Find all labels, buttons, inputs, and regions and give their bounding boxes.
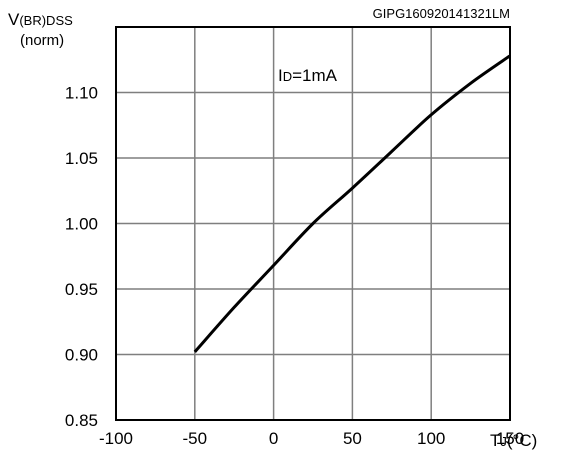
x-axis-label: TJ(°C): [490, 431, 537, 450]
x-tick-label: 0: [269, 429, 278, 448]
x-axis-label-sub: J: [500, 434, 507, 449]
y-axis-label-main: V: [8, 10, 20, 29]
y-tick-label: 0.95: [65, 280, 98, 299]
y-tick-label: 0.85: [65, 411, 98, 430]
y-tick-label: 0.90: [65, 346, 98, 365]
annotation-sub: D: [283, 69, 292, 84]
annotation-main: I: [278, 66, 283, 85]
y-axis-label-sub: (BR)DSS: [19, 13, 73, 28]
y-axis-ticks: 0.85 0.90 0.95 1.00 1.05 1.10: [65, 84, 98, 431]
annotation-rest: =1mA: [292, 66, 338, 85]
grid-lines: [116, 27, 510, 420]
x-tick-label: 150: [496, 429, 524, 448]
plot-area-frame: [115, 26, 511, 421]
source-code: GIPG160920141321LM: [373, 6, 510, 21]
annotation: ID=1mA: [278, 66, 338, 85]
x-tick-label: -100: [99, 429, 133, 448]
x-axis-label-main: T: [490, 431, 500, 450]
series-line: [193, 54, 511, 353]
y-tick-label: 1.00: [65, 215, 98, 234]
y-tick-label: 1.10: [65, 84, 98, 103]
y-axis-label: V(BR)DSS: [8, 10, 73, 29]
x-tick-label: 100: [417, 429, 445, 448]
x-axis-label-unit: (°C): [507, 431, 537, 450]
y-axis-unit: (norm): [20, 32, 64, 49]
x-tick-label: -50: [183, 429, 208, 448]
y-tick-label: 1.05: [65, 149, 98, 168]
x-tick-label: 50: [343, 429, 362, 448]
x-axis-ticks: -100 -50 0 50 100 150: [99, 429, 524, 448]
